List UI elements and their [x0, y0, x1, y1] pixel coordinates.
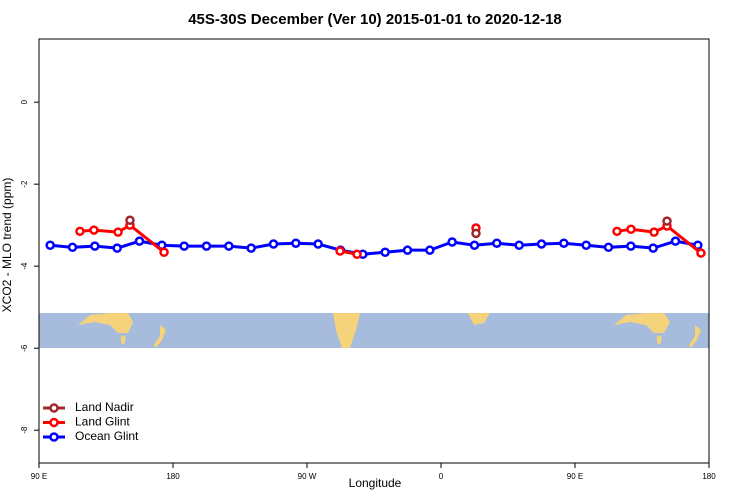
- map-strip: [39, 313, 709, 348]
- point: [134, 236, 145, 246]
- legend-marker: [49, 432, 59, 442]
- point: [89, 225, 99, 235]
- y-tick-label: 0: [20, 99, 29, 104]
- point: [469, 240, 480, 251]
- point: [159, 247, 169, 257]
- point: [291, 238, 301, 248]
- point: [335, 246, 345, 256]
- point: [536, 239, 547, 249]
- point: [559, 238, 569, 248]
- point: [492, 238, 502, 248]
- point: [90, 241, 100, 251]
- chart-title: 45S-30S December (Ver 10) 2015-01-01 to …: [188, 11, 562, 28]
- point: [649, 227, 659, 237]
- point: [514, 240, 524, 251]
- point: [113, 227, 123, 237]
- point: [67, 242, 78, 253]
- y-tick-label: -4: [20, 262, 29, 270]
- point: [268, 239, 279, 249]
- point: [626, 224, 636, 235]
- y-axis-label: XCO2 - MLO trend (ppm): [0, 178, 14, 313]
- x-tick-label: 0: [439, 472, 444, 481]
- point: [626, 241, 636, 251]
- point: [447, 237, 457, 247]
- point: [696, 248, 706, 258]
- legend-label: Land Glint: [75, 415, 130, 429]
- point: [581, 240, 591, 251]
- point: [471, 228, 481, 239]
- legend-marker: [49, 403, 59, 413]
- x-tick-label: 90 W: [298, 472, 317, 481]
- point: [380, 247, 390, 257]
- x-tick-label: 90 E: [31, 472, 47, 481]
- point: [201, 241, 212, 251]
- point: [662, 216, 672, 226]
- point: [612, 226, 622, 237]
- point: [179, 241, 189, 251]
- series-line: [50, 239, 699, 256]
- point: [648, 243, 658, 253]
- point: [246, 243, 256, 253]
- plot-frame: [38, 38, 710, 464]
- point: [603, 242, 614, 253]
- x-tick-label: 90 E: [567, 472, 583, 481]
- point: [352, 249, 362, 260]
- legend-marker: [49, 417, 59, 428]
- point: [112, 243, 122, 253]
- point: [670, 236, 681, 246]
- x-tick-label: 180: [702, 472, 716, 481]
- y-tick-label: -8: [20, 426, 29, 434]
- point: [125, 215, 135, 225]
- point: [224, 241, 234, 251]
- y-tick-label: -6: [20, 344, 29, 352]
- point: [313, 239, 323, 249]
- y-tick-label: -2: [20, 180, 29, 188]
- legend-label: Land Nadir: [75, 400, 134, 414]
- point: [425, 245, 435, 255]
- point: [45, 240, 55, 251]
- x-tick-label: 180: [166, 472, 180, 481]
- legend-label: Ocean Glint: [75, 429, 139, 443]
- point: [402, 245, 413, 255]
- x-axis-label: Longitude: [349, 476, 402, 490]
- point: [75, 226, 85, 237]
